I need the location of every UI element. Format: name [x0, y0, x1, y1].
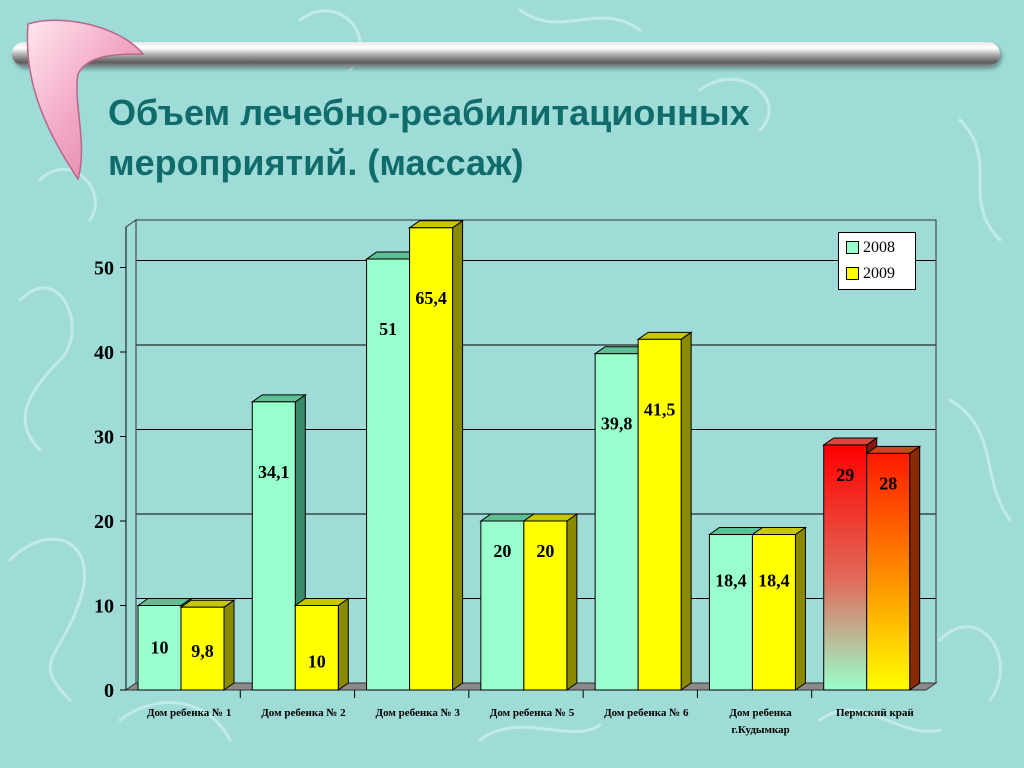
top-decorative-bar — [12, 42, 1000, 66]
bar-top — [750, 527, 808, 536]
bar-2008 — [594, 353, 639, 691]
data-label: 41,5 — [644, 399, 676, 419]
y-tick-label: 30 — [94, 427, 114, 449]
legend-label-2008: 2008 — [863, 239, 895, 256]
bar-top — [522, 513, 579, 522]
chart-side-wall — [125, 219, 137, 691]
data-label: 10 — [151, 638, 169, 658]
x-category-label: Пермский край — [836, 707, 914, 719]
bar-top — [293, 598, 350, 606]
legend-swatch-2008 — [846, 240, 859, 254]
y-tick-label: 0 — [104, 680, 114, 702]
x-category-label: Дом ребенка — [729, 707, 792, 719]
bar-side — [452, 219, 464, 691]
y-tick-label: 50 — [94, 258, 114, 280]
gridline — [125, 260, 936, 268]
bar-top — [636, 331, 693, 340]
boomerang-decoration — [26, 19, 145, 181]
data-label: 65,4 — [415, 288, 447, 308]
legend-swatch-2009 — [846, 266, 859, 280]
y-tick-label: 10 — [94, 596, 114, 618]
title-line-2: мероприятий. (массаж) — [108, 142, 524, 183]
data-label: 18,4 — [758, 571, 790, 591]
bar-top — [822, 437, 879, 446]
x-category-label: Дом ребенка № 1 — [147, 707, 231, 719]
data-label: 18,4 — [715, 571, 747, 591]
data-label: 34,1 — [258, 462, 290, 482]
bar-top — [179, 599, 236, 608]
x-category-label: Дом ребенка № 2 — [261, 707, 346, 719]
bar-2008 — [480, 520, 525, 691]
bar-2009 — [751, 534, 796, 691]
legend-label-2009: 2009 — [863, 265, 895, 282]
bar-side — [680, 331, 692, 691]
data-label: 39,8 — [601, 414, 633, 434]
bar-top — [407, 220, 465, 229]
title-line-1: Объем лечебно-реабилитационных — [108, 92, 750, 133]
bar-top — [865, 445, 922, 454]
page-title: Объем лечебно-реабилитационных мероприят… — [108, 88, 908, 188]
bar-side — [223, 599, 235, 691]
data-label: 29 — [836, 465, 854, 485]
data-label: 20 — [493, 541, 511, 561]
bar-2009 — [637, 338, 682, 691]
bar-2009 — [866, 452, 911, 691]
bar-2008 — [251, 401, 296, 691]
bar-side — [566, 513, 578, 691]
legend-item-2008: 2008 — [846, 238, 895, 258]
gridline — [125, 429, 936, 437]
y-tick-label: 20 — [94, 511, 114, 533]
bar-2008 — [708, 534, 753, 691]
bar-2009 — [409, 227, 454, 691]
bar-top — [250, 394, 307, 403]
bar-2008 — [137, 605, 182, 691]
data-label: 20 — [536, 541, 554, 561]
bar-side — [337, 597, 349, 691]
gridline — [125, 344, 936, 353]
data-label: 28 — [879, 473, 897, 493]
chart-legend: 2008 2009 — [838, 232, 916, 290]
bar-2009 — [294, 605, 339, 691]
x-category-label: Дом ребенка № 3 — [376, 707, 461, 719]
x-category-label: Дом ребенка № 6 — [604, 707, 689, 719]
bar-side — [794, 526, 806, 691]
bar-2009 — [180, 606, 225, 691]
x-category-label: г.Кудымкар — [731, 724, 789, 736]
x-category-label: Дом ребенка № 5 — [490, 707, 575, 719]
bar-side — [909, 445, 921, 691]
bar-2009 — [523, 520, 568, 691]
data-label: 9,8 — [191, 641, 214, 661]
y-tick-label: 40 — [94, 342, 114, 364]
data-label: 10 — [308, 652, 326, 672]
data-label: 51 — [379, 319, 397, 339]
legend-item-2009: 2009 — [846, 264, 895, 284]
bar-top — [136, 598, 193, 606]
